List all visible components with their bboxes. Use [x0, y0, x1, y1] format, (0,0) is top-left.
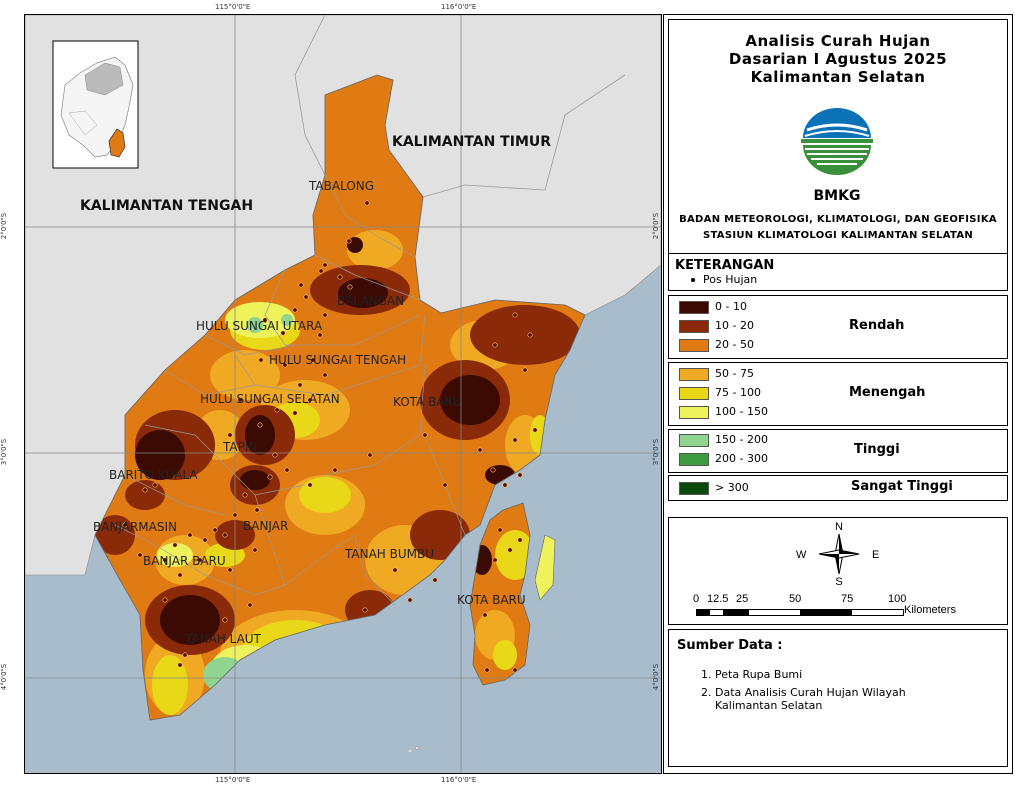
rain-gauge-icon	[691, 278, 695, 282]
legend-item: 0 - 10	[679, 300, 747, 314]
label-tabalong: TABALONG	[308, 179, 374, 193]
legend-swatch	[679, 338, 709, 352]
label-banjar: BANJAR	[243, 519, 288, 533]
label-balangan: BALANGAN	[337, 294, 404, 308]
label-tanahbumbu: TANAH BUMBU	[344, 547, 434, 561]
label-tanahlaut: TANAH LAUT	[184, 632, 262, 646]
label-tapin: TAPIN	[222, 440, 257, 454]
map-frame[interactable]: KALIMANTAN TENGAH KALIMANTAN TIMUR TABAL…	[24, 14, 662, 774]
title-box: Analisis Curah Hujan Dasarian I Agustus …	[668, 19, 1008, 257]
legend-class-menengah: Menengah	[849, 385, 926, 400]
legend-heading: KETERANGAN	[675, 258, 775, 273]
district-boundaries	[114, 174, 466, 606]
pulau-sebuku	[534, 534, 556, 601]
scale-ticks: 0 12.5 25 50 75 100	[693, 593, 907, 605]
coord-left-lat3: 4°0'0"S	[0, 663, 9, 691]
title-line-1: Analisis Curah Hujan	[745, 32, 931, 50]
pulau-laut-outline	[469, 502, 531, 686]
side-panel: Analisis Curah Hujan Dasarian I Agustus …	[663, 14, 1013, 774]
inset-locator-map	[52, 40, 139, 169]
compass-rose-icon	[809, 524, 869, 584]
scale-unit: Kilometers	[904, 604, 956, 616]
legend-class-sangat-tinggi: Sangat Tinggi	[851, 479, 953, 494]
coord-top-lon2: 116°0'0"E	[441, 3, 477, 11]
label-banjarbaru: BANJAR BARU	[143, 554, 226, 568]
sources-heading: Sumber Data :	[677, 638, 783, 653]
title-line-2: Dasarian I Agustus 2025	[728, 50, 948, 68]
label-hsu: HULU SUNGAI UTARA	[196, 319, 323, 333]
legend-heading-box: KETERANGAN Pos Hujan	[668, 253, 1008, 291]
source-item-1: 1. Peta Rupa Bumi	[701, 668, 803, 681]
label-kotabaru-1: KOTA BARU	[393, 395, 462, 409]
legend-item: 20 - 50	[679, 338, 754, 352]
scale-bar	[696, 609, 904, 616]
rainfall-map[interactable]: KALIMANTAN TENGAH KALIMANTAN TIMUR TABAL…	[25, 15, 661, 773]
legend-group-sangat-tinggi: > 300 Sangat Tinggi	[668, 475, 1008, 501]
legend-pos-label: Pos Hujan	[703, 273, 758, 286]
coord-bottom-lon1: 115°0'0"E	[215, 776, 251, 784]
legend-swatch	[679, 405, 709, 419]
label-kotabaru-2: KOTA BARU	[457, 593, 526, 607]
legend-pos-row: Pos Hujan	[691, 273, 757, 286]
compass-s: S	[835, 576, 843, 588]
legend-swatch	[679, 386, 709, 400]
legend-item: 10 - 20	[679, 319, 754, 333]
agency-line-2: STASIUN KLIMATOLOGI KALIMANTAN SELATAN	[702, 230, 974, 241]
compass-w: W	[796, 549, 807, 561]
legend-swatch	[679, 433, 709, 447]
legend-item: 100 - 150	[679, 405, 768, 419]
bmkg-logo-text: BMKG	[813, 188, 861, 204]
label-baritokuala: BARITO KUALA	[109, 468, 198, 482]
coord-right-lat2: 3°0'0"S	[652, 438, 661, 466]
label-banjarmasin: BANJARMASIN	[93, 520, 177, 534]
legend-swatch	[679, 300, 709, 314]
legend-swatch	[679, 481, 709, 495]
legend-class-rendah: Rendah	[849, 318, 905, 333]
rain-gauge-points	[122, 200, 538, 673]
legend-group-tinggi: 150 - 200 200 - 300 Tinggi	[668, 429, 1008, 473]
coord-right-lat1: 2°0'0"S	[652, 212, 661, 240]
compass-n: N	[835, 521, 843, 533]
label-hss: HULU SUNGAI SELATAN	[200, 392, 340, 406]
label-kaltim: KALIMANTAN TIMUR	[392, 134, 551, 150]
compass-e: E	[872, 549, 880, 561]
legend-class-tinggi: Tinggi	[854, 442, 900, 457]
coord-left-lat1: 2°0'0"S	[0, 212, 9, 240]
legend-item: 200 - 300	[679, 452, 768, 466]
graticule	[25, 15, 661, 773]
title-line-3: Kalimantan Selatan	[750, 68, 926, 86]
coord-top-lon1: 115°0'0"E	[215, 3, 251, 11]
label-hst: HULU SUNGAI TENGAH	[269, 353, 406, 367]
legend-group-menengah: 50 - 75 75 - 100 100 - 150 Menengah	[668, 362, 1008, 426]
legend-item: 50 - 75	[679, 367, 754, 381]
bmkg-logo-icon	[797, 108, 877, 178]
coord-left-lat2: 3°0'0"S	[0, 438, 9, 466]
coord-bottom-lon2: 116°0'0"E	[441, 776, 477, 784]
label-kalteng: KALIMANTAN TENGAH	[80, 198, 253, 214]
coord-right-lat3: 4°0'0"S	[652, 663, 661, 691]
legend-item: 150 - 200	[679, 433, 768, 447]
legend-item: > 300	[679, 481, 749, 495]
legend-item: 75 - 100	[679, 386, 761, 400]
legend-swatch	[679, 319, 709, 333]
legend-swatch	[679, 367, 709, 381]
compass-scale-box: N S W E 0 12.5 25 50 75 100 Kilometers	[668, 517, 1008, 625]
source-item-2: 2. Data Analisis Curah Hujan Wilayah	[701, 686, 906, 699]
legend-group-rendah: 0 - 10 10 - 20 20 - 50 Rendah	[668, 295, 1008, 359]
province-boundary	[294, 15, 326, 176]
agency-line-1: BADAN METEOROLOGI, KLIMATOLOGI, DAN GEOF…	[679, 214, 997, 225]
sources-box: Sumber Data : 1. Peta Rupa Bumi 2. Data …	[668, 629, 1008, 767]
province-boundary-2	[422, 74, 626, 198]
legend-swatch	[679, 452, 709, 466]
source-item-2-cont: Kalimantan Selatan	[715, 699, 823, 712]
